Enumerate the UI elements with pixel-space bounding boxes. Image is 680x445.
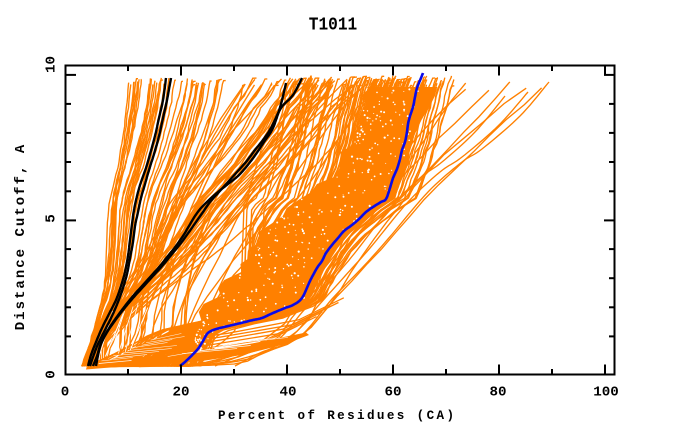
svg-text:Distance Cutoff, A: Distance Cutoff, A [13,144,29,330]
svg-text:0: 0 [61,384,70,400]
svg-text:5: 5 [44,214,60,223]
svg-text:10: 10 [44,56,60,73]
svg-text:20: 20 [172,384,189,400]
svg-text:100: 100 [593,384,619,400]
svg-text:60: 60 [384,384,401,400]
svg-text:T1011: T1011 [309,16,358,36]
svg-text:40: 40 [279,384,296,400]
svg-text:80: 80 [489,384,506,400]
svg-text:0: 0 [44,370,60,379]
